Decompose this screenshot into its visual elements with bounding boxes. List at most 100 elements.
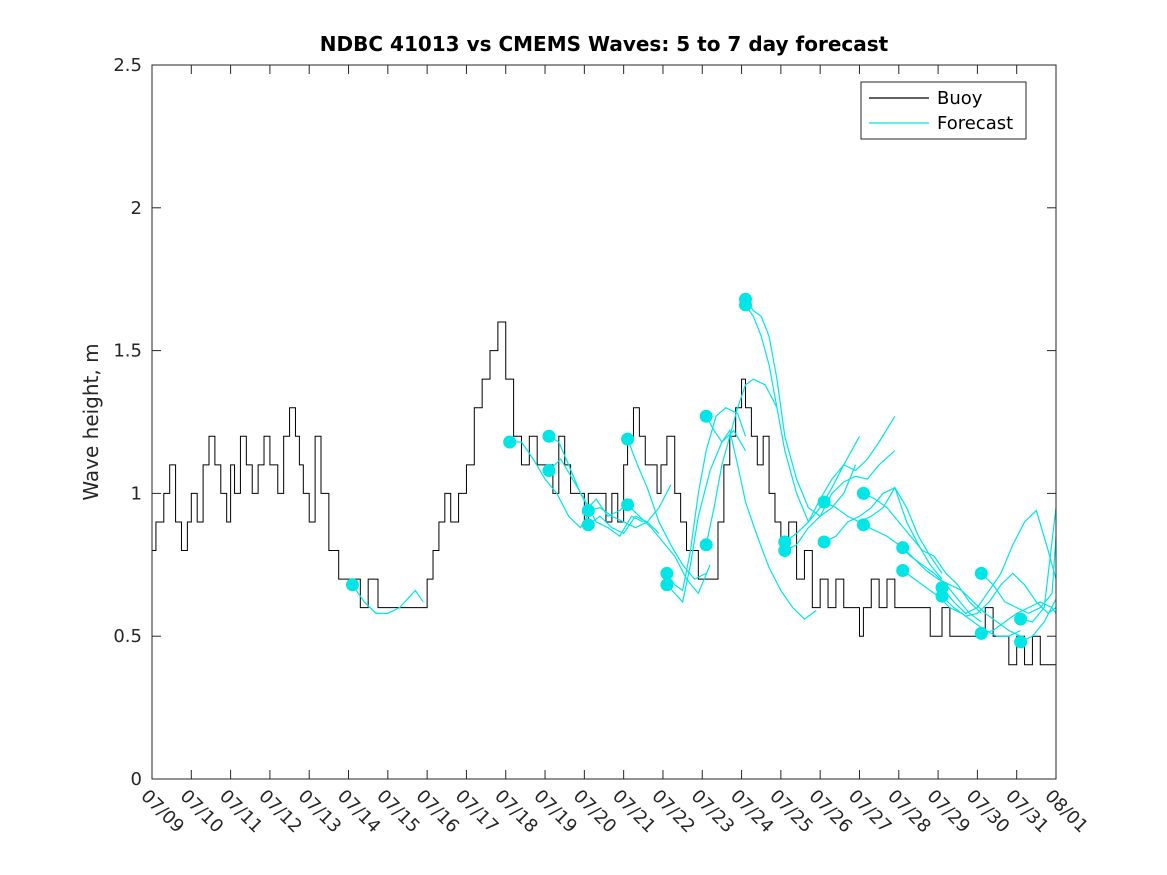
plot-area (152, 292, 1056, 666)
forecast-start-marker (660, 578, 674, 592)
forecast-start-marker (896, 564, 910, 578)
forecast-line (666, 429, 747, 604)
x-tick-label: 07/14 (333, 786, 385, 838)
forecast-line (823, 486, 943, 574)
forecast-series (778, 450, 896, 558)
forecast-line (627, 504, 711, 595)
forecast-line (863, 492, 982, 614)
forecast-series (1014, 507, 1056, 626)
forecast-start-marker (699, 409, 713, 423)
x-tick-label: 07/24 (726, 786, 778, 838)
forecast-line (509, 441, 593, 529)
legend-box (860, 81, 1027, 140)
forecast-start-marker (621, 498, 635, 512)
forecast-line (1020, 507, 1056, 623)
buoy-line (152, 321, 1056, 666)
forecast-series (699, 378, 778, 552)
y-tick-label: 1 (131, 483, 142, 504)
forecast-start-marker (1014, 635, 1028, 649)
forecast-series (935, 509, 1056, 615)
y-tick-label: 2 (131, 198, 142, 219)
forecast-start-marker (778, 544, 792, 558)
forecast-line (784, 415, 896, 543)
y-axis-label: Wave height, m (79, 343, 103, 500)
forecast-start-marker (660, 566, 674, 580)
forecast-series (974, 601, 1056, 640)
legend-label: Buoy (937, 88, 983, 109)
forecast-line (823, 486, 943, 580)
forecast-start-marker (974, 566, 988, 580)
legend: Buoy Forecast (860, 81, 1027, 140)
x-tick-label: 07/11 (215, 786, 267, 838)
x-tick-label: 07/19 (530, 786, 582, 838)
x-tick-label: 07/26 (805, 786, 857, 838)
forecast-line (745, 298, 857, 517)
forecast-line (745, 304, 861, 524)
forecast-line (1020, 598, 1056, 643)
forecast-line (351, 584, 424, 614)
forecast-line (548, 458, 644, 538)
x-tick-label: 07/09 (136, 786, 188, 838)
forecast-line (981, 601, 1056, 634)
forecast-line (627, 438, 707, 580)
forecast-start-marker (817, 535, 831, 549)
forecast-series (660, 407, 747, 592)
forecast-series (503, 435, 593, 529)
forecast-line (705, 378, 778, 545)
forecast-line (784, 450, 896, 552)
x-tick-label: 07/23 (687, 786, 739, 838)
forecast-series (345, 578, 424, 614)
x-tick-label: 07/13 (294, 786, 346, 838)
forecast-series (738, 292, 857, 517)
forecast-line (705, 415, 817, 620)
x-tick-label: 07/15 (372, 786, 424, 838)
x-tick-label: 08/01 (1040, 786, 1092, 838)
forecast-series (699, 409, 817, 620)
forecast-start-marker (817, 495, 831, 509)
forecast-series (581, 515, 660, 535)
forecast-series (856, 486, 982, 614)
forecast-series (974, 536, 1056, 615)
forecast-line (941, 509, 1056, 615)
forecast-start-marker (699, 538, 713, 552)
buoy-series (152, 321, 1056, 666)
x-tick-label: 07/16 (412, 786, 464, 838)
forecast-series (621, 498, 711, 595)
forecast-line (666, 407, 747, 592)
forecast-series (542, 458, 644, 538)
forecast-start-marker (738, 298, 752, 312)
x-tick-label: 07/12 (254, 786, 306, 838)
forecast-series (1014, 598, 1056, 649)
forecast-series (738, 298, 861, 524)
x-tick-label: 07/29 (923, 786, 975, 838)
y-tick-label: 0 (131, 769, 142, 790)
y-tick-label: 2.5 (113, 55, 142, 76)
forecast-series (660, 429, 747, 604)
x-tick-label: 07/31 (1001, 786, 1053, 838)
forecast-series (817, 486, 943, 574)
forecast-series (778, 415, 896, 549)
forecast-start-marker (621, 432, 635, 446)
legend-label: Forecast (937, 113, 1013, 134)
x-tick-label: 07/10 (176, 786, 228, 838)
forecast-start-marker (503, 435, 517, 449)
x-tick-label: 07/30 (962, 786, 1014, 838)
y-tick-label: 0.5 (113, 626, 142, 647)
x-tick-label: 07/25 (765, 786, 817, 838)
forecast-start-marker (542, 429, 556, 443)
chart-title: NDBC 41013 vs CMEMS Waves: 5 to 7 day fo… (320, 32, 889, 56)
forecast-start-marker (345, 578, 359, 592)
forecast-start-marker (1014, 612, 1028, 626)
forecast-series (856, 518, 982, 623)
forecast-line (941, 572, 1056, 617)
x-tick-label: 07/17 (451, 786, 503, 838)
forecast-line (863, 524, 982, 623)
forecast-series (935, 572, 1056, 617)
forecast-series (817, 486, 943, 580)
axes-box (151, 64, 1057, 780)
x-tick-label: 07/28 (883, 786, 935, 838)
forecast-line (587, 515, 660, 535)
forecast-start-marker (581, 504, 595, 518)
y-tick-label: 1.5 (113, 341, 142, 362)
axis-ticks: 00.511.522.507/0907/1007/1107/1207/1307/… (113, 55, 1092, 837)
